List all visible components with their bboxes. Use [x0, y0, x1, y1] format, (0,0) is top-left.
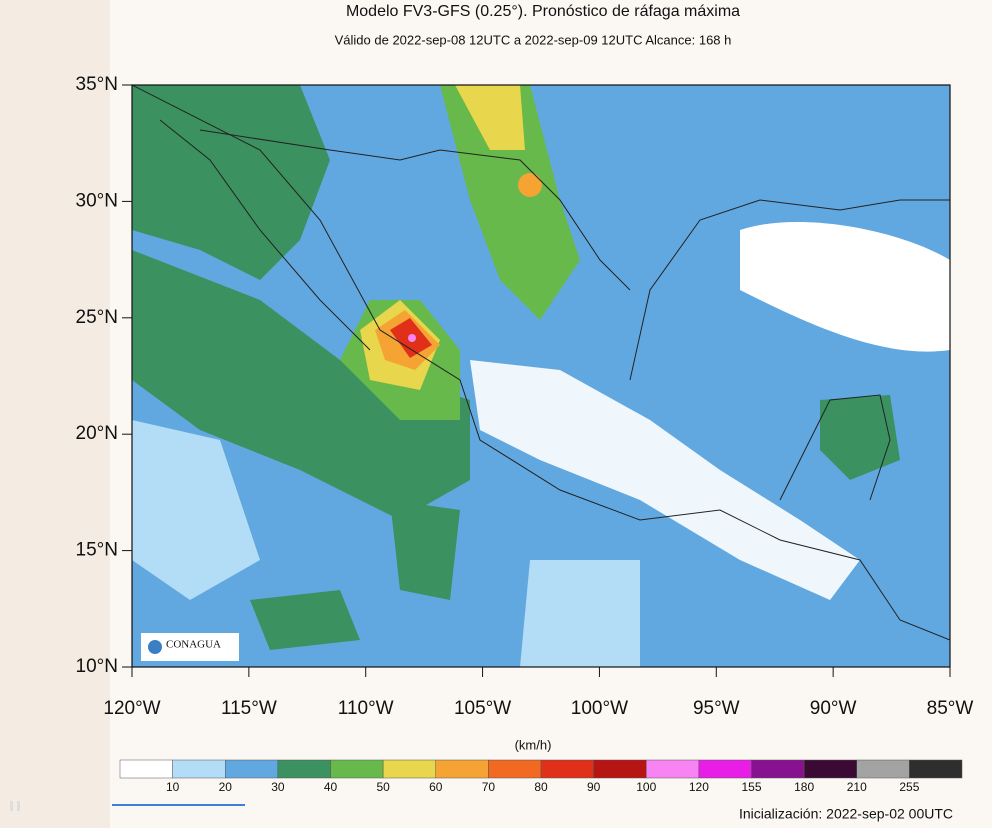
colorbar-tick-label: 210: [847, 780, 867, 794]
lon-label: 110°W: [338, 698, 394, 719]
field-green: [820, 395, 900, 480]
field-white: [740, 221, 950, 352]
field-yellow: [455, 85, 525, 150]
colorbar-box: [488, 759, 542, 779]
colorbar-box: [172, 759, 226, 779]
lon-label: 85°W: [927, 698, 974, 719]
lon-label: 115°W: [221, 698, 277, 719]
colorbar-box: [856, 759, 910, 779]
colorbar-box: [751, 759, 805, 779]
lat-label: 30°N: [76, 190, 118, 211]
colorbar-tick-label: 40: [324, 780, 338, 794]
title: Modelo FV3-GFS (0.25°). Pronóstico de rá…: [346, 3, 740, 20]
colorbar-box: [593, 759, 647, 779]
colorbar-tick-label: 80: [534, 780, 548, 794]
field-green: [132, 250, 470, 520]
lon-label: 90°W: [810, 698, 857, 719]
pause-icon[interactable]: [17, 801, 20, 811]
colorbar-tick-label: 100: [636, 780, 656, 794]
lat-label: 35°N: [76, 74, 118, 95]
lon-label: 120°W: [103, 698, 160, 719]
colorbar-box: [909, 759, 963, 779]
lon-label: 95°W: [693, 698, 740, 719]
lat-label: 20°N: [76, 423, 118, 444]
border: [199, 129, 631, 291]
field-lightblue: [520, 560, 640, 667]
lon-label: 100°W: [571, 698, 628, 719]
field-green: [390, 500, 460, 600]
colorbar-tick-label: 60: [429, 780, 443, 794]
colorbar-box: [646, 759, 700, 779]
coastline: [629, 199, 950, 381]
logo-icon: [148, 640, 162, 654]
coastline: [132, 85, 950, 641]
colorbar-box: [803, 759, 857, 779]
lon-label: 105°W: [454, 698, 511, 719]
colorbar-tick-label: 50: [376, 780, 390, 794]
colorbar-tick-label: 30: [271, 780, 285, 794]
lat-label: 10°N: [76, 656, 118, 677]
init-text: Inicialización: 2022-sep-02 00UTC: [739, 806, 953, 822]
colorbar-tick-label: 70: [482, 780, 496, 794]
coastline: [779, 394, 891, 501]
field-white: [470, 360, 860, 600]
colorbar-box: [382, 759, 436, 779]
field-pink: [408, 334, 416, 342]
colorbar-unit: (km/h): [515, 737, 552, 752]
lat-label: 25°N: [76, 307, 118, 328]
colorbar-box: [698, 759, 752, 779]
field-green-light: [440, 85, 580, 320]
colorbar: 10 20 30 40 50 60 70 80 90 100 120 155 180 210 255: [119, 759, 963, 794]
lon-labels: 120°W 115°W 110°W 105°W 100°W 95°W 90°W 85°W: [103, 667, 973, 719]
colorbar-box: [540, 759, 594, 779]
side-background: [0, 0, 110, 828]
colorbar-box: [277, 759, 331, 779]
field-orange: [518, 173, 542, 197]
map: CONAGUA: [131, 84, 951, 668]
colorbar-tick-label: 120: [689, 780, 709, 794]
field-green: [132, 85, 330, 280]
colorbar-tick-label: 155: [741, 780, 761, 794]
colorbar-tick-label: 255: [899, 780, 919, 794]
field-lightblue: [132, 420, 260, 600]
lat-labels: 35°N 30°N 25°N 20°N 15°N 10°N: [76, 74, 132, 677]
colorbar-box: [435, 759, 489, 779]
colorbar-tick-label: 20: [219, 780, 233, 794]
logo-text: CONAGUA: [166, 639, 221, 651]
coastline: [159, 119, 371, 351]
colorbar-tick-label: 180: [794, 780, 814, 794]
field-green: [250, 590, 360, 650]
pause-icon[interactable]: [10, 801, 13, 811]
map-frame: [131, 84, 951, 668]
colorbar-tick-label: 90: [587, 780, 601, 794]
colorbar-tick-label: 10: [166, 780, 180, 794]
colorbar-box: [119, 759, 173, 779]
colorbar-box: [225, 759, 279, 779]
lat-label: 15°N: [76, 540, 118, 561]
map-field: [132, 85, 950, 667]
subtitle: Válido de 2022-sep-08 12UTC a 2022-sep-0…: [335, 32, 732, 47]
colorbar-box: [330, 759, 384, 779]
